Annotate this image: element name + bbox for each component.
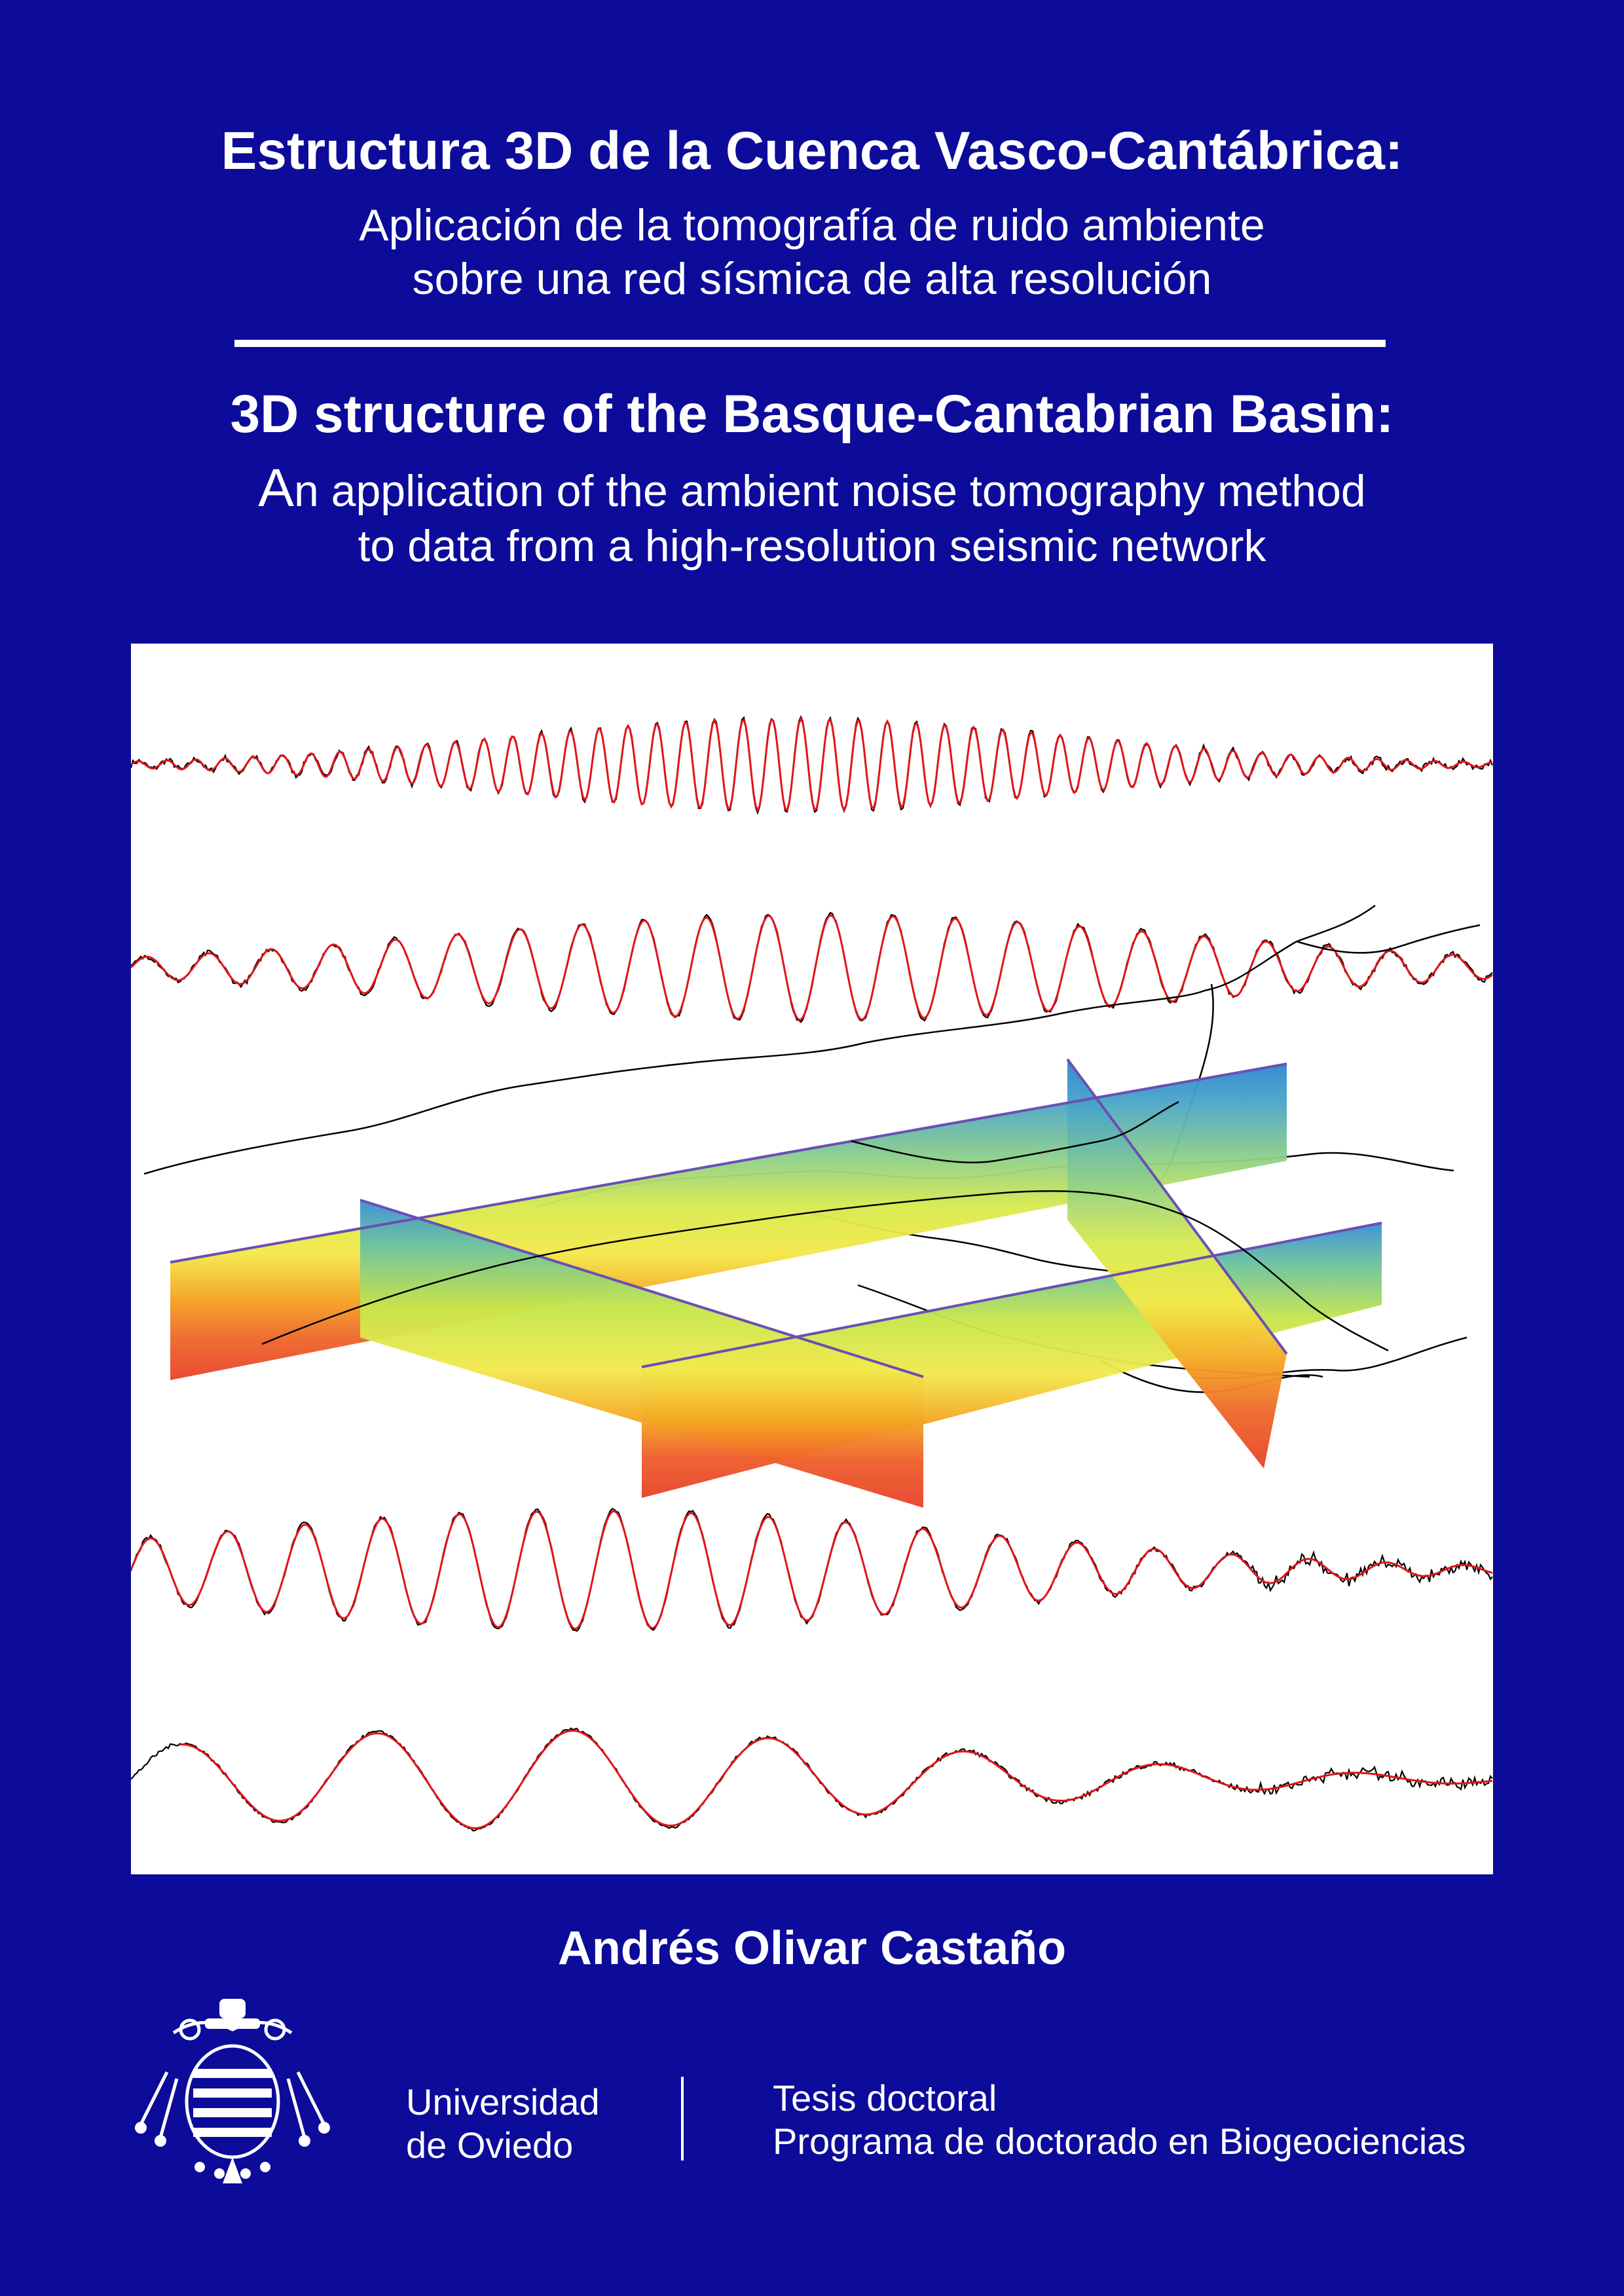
university-name-line2: de Oviedo bbox=[406, 2124, 574, 2166]
thesis-info: Tesis doctoral Programa de doctorado en … bbox=[773, 2077, 1466, 2163]
university-name-line1: Universidad bbox=[406, 2081, 600, 2123]
thesis-type: Tesis doctoral bbox=[773, 2077, 997, 2119]
cover-figure bbox=[131, 644, 1493, 1874]
observed-trace-2 bbox=[131, 911, 1493, 1023]
synthetic-trace-3 bbox=[131, 1510, 1493, 1630]
footer-separator bbox=[681, 2077, 684, 2160]
synthetic-trace-4 bbox=[179, 1729, 1493, 1830]
subtitle-english-line1: An application of the ambient noise tomo… bbox=[0, 462, 1624, 515]
university-name: Universidad de Oviedo bbox=[406, 2081, 600, 2167]
observed-trace-4 bbox=[131, 1727, 1493, 1832]
title-divider bbox=[234, 340, 1386, 347]
university-crest-icon bbox=[135, 1999, 330, 2183]
coastline-overlay bbox=[261, 1101, 1389, 1352]
observed-trace-3 bbox=[131, 1508, 1493, 1632]
section-top-edge-2 bbox=[641, 1222, 1382, 1368]
subtitle-spanish-line1: Aplicación de la tomografía de ruido amb… bbox=[359, 200, 1265, 250]
section-top-edge-3 bbox=[360, 1199, 924, 1378]
coastline-overlay-1 bbox=[261, 1190, 1389, 1352]
subtitle-english-initial: A bbox=[258, 458, 294, 518]
synthetic-trace-2 bbox=[131, 914, 1493, 1021]
section-top-edge-4 bbox=[1066, 1058, 1288, 1355]
section-west-diagonal bbox=[360, 1200, 923, 1508]
seismogram-tomography-illustration bbox=[131, 715, 1493, 1832]
seismogram-traces bbox=[131, 715, 1493, 1832]
subtitle-english-line1-rest: n application of the ambient noise tomog… bbox=[293, 466, 1366, 516]
section-top-edge-1 bbox=[170, 1063, 1287, 1264]
subtitle-spanish-line2: sobre una red sísmica de alta resolución bbox=[412, 254, 1212, 304]
coastline-overlay-2 bbox=[851, 1101, 1179, 1163]
tomography-sections bbox=[170, 1058, 1382, 1508]
title-spanish: Estructura 3D de la Cuenca Vasco-Cantábr… bbox=[221, 121, 1403, 181]
title-english: 3D structure of the Basque-Cantabrian Ba… bbox=[230, 384, 1394, 444]
author-name: Andrés Olivar Castaño bbox=[557, 1922, 1067, 1975]
synthetic-trace-1 bbox=[131, 716, 1493, 812]
subtitle-english-line2: to data from a high-resolution seismic n… bbox=[358, 521, 1266, 571]
coastline-2 bbox=[1296, 924, 1481, 954]
doctoral-program: Programa de doctorado en Biogeociencias bbox=[773, 2121, 1466, 2162]
coastline-1 bbox=[143, 904, 1376, 1175]
